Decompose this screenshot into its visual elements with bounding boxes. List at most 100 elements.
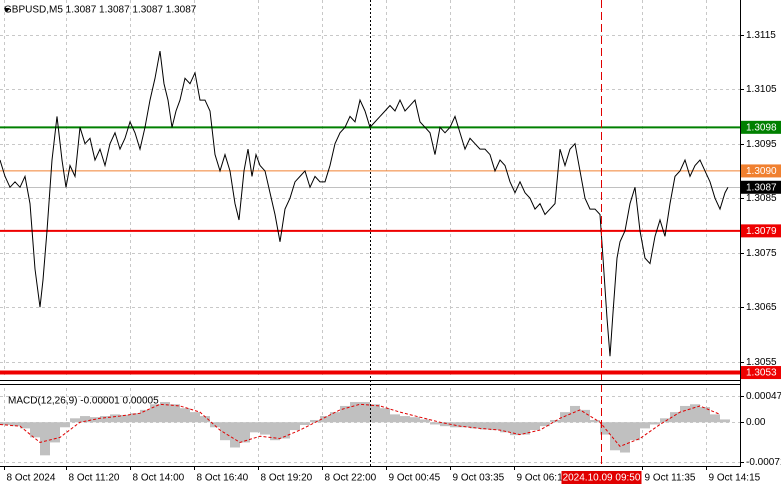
y-tick-label: 1.3085	[746, 193, 777, 204]
x-tick-label: 9 Oct 00:45	[389, 473, 441, 484]
histogram-bar	[650, 422, 660, 425]
histogram-bar	[670, 412, 680, 423]
histogram-bar	[570, 405, 580, 423]
histogram-bar	[290, 422, 300, 431]
x-tick-label: 9 Oct 03:35	[453, 473, 505, 484]
histogram-bar	[150, 404, 160, 423]
histogram-bar	[600, 422, 610, 435]
histogram-bar	[390, 414, 400, 423]
histogram-bar	[510, 422, 520, 436]
histogram-bar	[120, 414, 130, 423]
histogram-bar	[210, 422, 220, 428]
histogram-bar	[530, 422, 540, 431]
histogram-bar	[470, 422, 480, 429]
histogram-bar	[460, 422, 470, 428]
histogram-bar	[10, 422, 20, 427]
y-tick-label: 1.3055	[746, 357, 777, 368]
indicator-title: MACD(12,26,9) -0.00001 0.00005	[8, 396, 159, 407]
histogram-bar	[40, 422, 50, 456]
histogram-bar	[280, 422, 290, 439]
y-tick-label: 1.3115	[746, 30, 776, 41]
current-price-label: 1.3087	[746, 182, 777, 193]
histogram-bar	[560, 412, 570, 423]
y-tick-label: 1.3105	[746, 84, 777, 95]
chart-title: GBPUSD,M5 1.3087 1.3087 1.3087 1.3087	[4, 5, 197, 16]
histogram-bar	[690, 404, 700, 423]
histogram-bar	[580, 409, 590, 423]
histogram-bar	[200, 416, 210, 423]
histogram-bar	[80, 416, 90, 423]
histogram-bar	[320, 416, 330, 423]
x-tick-label: 8 Oct 2024	[7, 473, 56, 484]
y-tick-label: 1.3095	[746, 139, 777, 150]
histogram-bar	[630, 422, 640, 441]
histogram-bar	[680, 405, 690, 423]
y-tick-label: 1.3075	[746, 248, 777, 259]
histogram-bar	[540, 422, 550, 427]
labels: GBPUSD,M5 1.3087 1.3087 1.3087 1.3087 MA…	[4, 5, 781, 484]
histogram-bar	[440, 422, 450, 427]
cursor-label-box	[561, 471, 642, 484]
histogram-bar	[50, 422, 60, 443]
histogram-bar	[520, 422, 530, 435]
histogram-bar	[590, 419, 600, 423]
cursor-label: 2024.10.09 09:50	[563, 473, 641, 484]
x-tick-label: 8 Oct 16:40	[197, 473, 249, 484]
histogram-bar	[250, 422, 260, 433]
histogram-bar	[0, 422, 10, 426]
histogram-bar	[110, 414, 120, 423]
histogram-bar	[360, 402, 370, 423]
level-label-box	[741, 366, 781, 380]
histogram-bar	[30, 422, 40, 438]
y-tick-label: 1.3065	[746, 302, 777, 313]
x-tick-label: 9 Oct 06:15	[517, 473, 569, 484]
histogram-bar	[330, 412, 340, 423]
histogram-bar	[700, 407, 710, 423]
x-tick-label: 9 Oct 11:35	[645, 473, 696, 484]
x-tick-label: 8 Oct 22:00	[325, 473, 377, 484]
histogram-bar	[100, 416, 110, 423]
title-arrow	[4, 8, 10, 12]
histogram-bar	[20, 422, 30, 429]
level-label-box	[741, 120, 781, 134]
y-tick-label: 0.00047	[746, 391, 781, 402]
x-tick-label: 9 Oct 14:15	[709, 473, 761, 484]
level-label-box	[741, 164, 781, 178]
histogram-bar	[430, 422, 440, 425]
histogram-bar	[480, 422, 490, 430]
histogram-bar	[400, 416, 410, 423]
histogram-bar	[610, 422, 620, 451]
histogram-bar	[660, 418, 670, 423]
level-label: 1.3079	[746, 226, 777, 237]
histogram-bar	[710, 414, 720, 423]
histogram-bar	[640, 422, 650, 429]
histogram-bar	[300, 422, 310, 426]
histogram-bar	[220, 422, 230, 441]
current-price-box	[741, 180, 781, 194]
histogram-bar	[180, 408, 190, 423]
level-label-box	[741, 224, 781, 238]
x-tick-label: 8 Oct 11:20	[69, 473, 120, 484]
level-label: 1.3098	[746, 122, 777, 133]
histogram-bar	[260, 422, 270, 435]
x-tick-label: 8 Oct 19:20	[261, 473, 313, 484]
histogram-bar	[60, 422, 70, 428]
histogram-bar	[350, 402, 360, 423]
price-line	[0, 50, 729, 357]
histogram-bar	[420, 419, 430, 423]
histogram-bar	[230, 422, 240, 448]
histogram-bar	[70, 418, 80, 423]
histogram-bar	[370, 404, 380, 423]
histogram-bar	[340, 405, 350, 423]
histogram-bar	[160, 402, 170, 423]
x-tick-label: 8 Oct 14:00	[133, 473, 185, 484]
histogram-bar	[490, 422, 500, 431]
histogram-bar	[380, 408, 390, 423]
histogram-bar	[270, 422, 280, 441]
y-tick-label: 0.00	[746, 417, 766, 428]
level-label: 1.3053	[746, 368, 777, 379]
histogram-bar	[140, 409, 150, 423]
histogram-bar	[190, 412, 200, 423]
